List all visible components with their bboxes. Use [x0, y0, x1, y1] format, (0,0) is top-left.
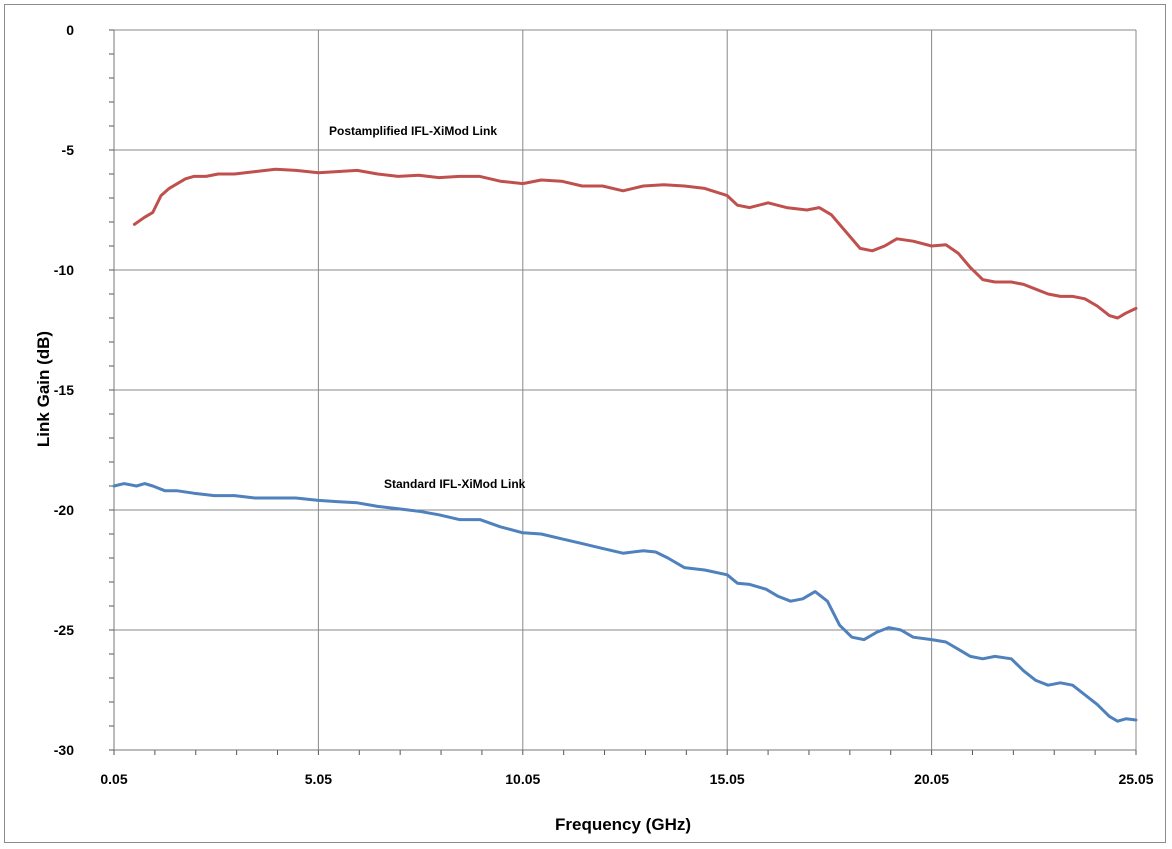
- x-tick-label: 25.05: [1118, 771, 1153, 787]
- series-line-postamplified: [132, 167, 1138, 320]
- y-axis-title: Link Gain (dB): [34, 331, 53, 447]
- x-tick-label: 10.05: [505, 771, 540, 787]
- y-tick-label: -5: [62, 142, 75, 158]
- y-tick-label: -10: [54, 262, 74, 278]
- y-tick-label: 0: [66, 22, 74, 38]
- x-tick-label: 0.05: [100, 771, 127, 787]
- chart-frame: [4, 4, 1166, 843]
- y-tick-label: -25: [54, 622, 74, 638]
- y-tick-label: -15: [54, 382, 74, 398]
- series-line-standard: [112, 482, 1138, 723]
- series-layer: [112, 167, 1138, 723]
- grid-layer: [109, 29, 1137, 755]
- y-tick-label: -20: [54, 502, 74, 518]
- annotation-standard: Standard IFL-XiMod Link: [384, 477, 526, 491]
- annotation-postamplified: Postamplified IFL-XiMod Link: [329, 124, 497, 138]
- tick-layer: 0 -5 -10 -15 -20 -25 -30 0.05 5.05 10.05 15.05 20.0…: [54, 22, 1154, 787]
- x-tick-label: 5.05: [305, 771, 332, 787]
- y-tick-label: -30: [54, 742, 74, 758]
- x-tick-label: 15.05: [710, 771, 745, 787]
- x-axis-title: Frequency (GHz): [555, 815, 691, 834]
- x-tick-label: 20.05: [914, 771, 949, 787]
